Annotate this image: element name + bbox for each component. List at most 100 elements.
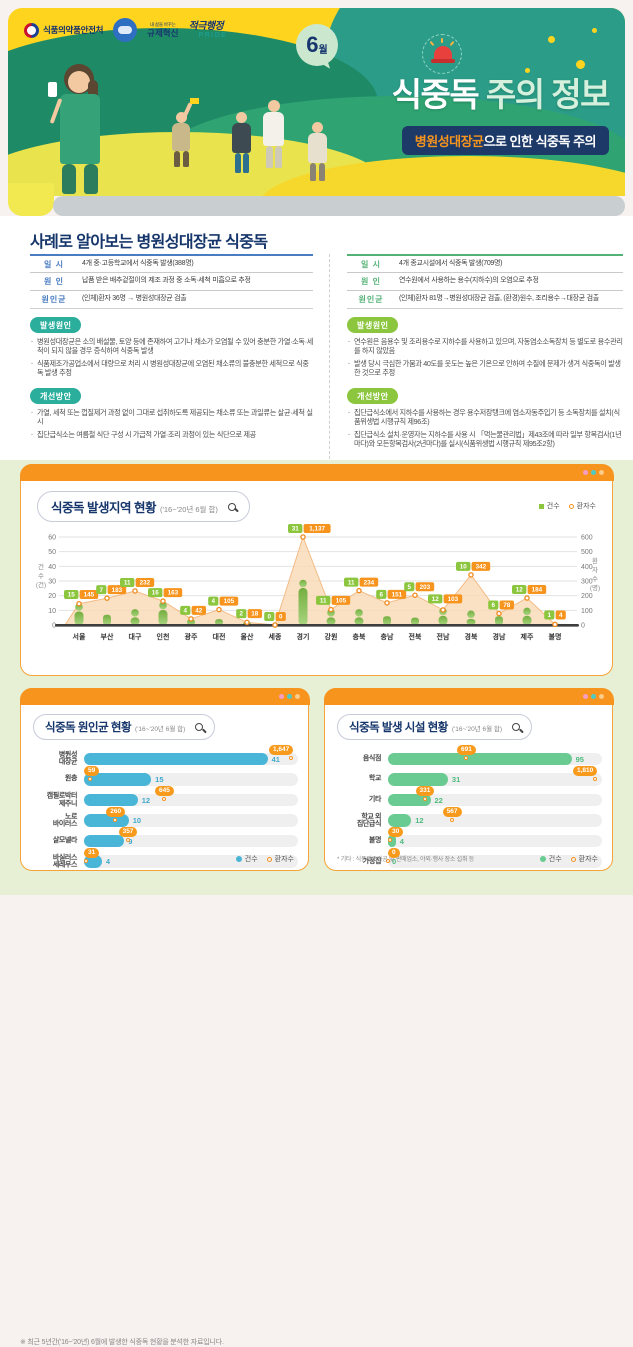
count-bar	[84, 855, 102, 868]
svg-text:대전: 대전	[213, 632, 226, 641]
svg-text:103: 103	[448, 596, 459, 603]
svg-text:1: 1	[548, 612, 552, 619]
facility-chart-legend: 건수 환자수	[539, 854, 598, 864]
svg-text:18: 18	[251, 611, 259, 618]
svg-text:4: 4	[559, 612, 563, 619]
bar-row: 노로 바이러스 10 260	[31, 806, 298, 831]
window-dots-icon	[582, 469, 604, 475]
bullet-item: 연수원은 음용수 및 조리용수로 지하수를 사용하고 있으며, 자동염소소독장치…	[347, 337, 623, 356]
bullet-item: 집단급식소 설치·운영자는 지하수를 사용 시 「먹는물관리법」제43조에 따라…	[347, 430, 623, 449]
facility-chart-card: 식중독 발생 시설 현황 ('16~'20년 6월 합) 음식점 95 691 학교 3…	[323, 687, 614, 872]
decor-dot	[592, 28, 597, 33]
case-column-facility: 일 시 4개 종교시설에서 식중독 발생(709명) 원 인 연수원에서 사용하는 용…	[347, 254, 623, 451]
regulation-badge: 내 삶을 바꾸는 규제혁신	[147, 22, 179, 38]
svg-text:163: 163	[168, 590, 179, 597]
patient-badge: 331	[415, 786, 435, 797]
svg-text:6: 6	[492, 602, 496, 609]
count-bar	[84, 814, 129, 827]
patient-badge: 567	[442, 806, 462, 817]
pathogen-chart-title-pill[interactable]: 식중독 원인균 현황 ('16~'20년 6월 합)	[33, 714, 216, 740]
svg-text:4: 4	[184, 607, 188, 614]
svg-text:200: 200	[581, 593, 593, 600]
svg-text:300: 300	[581, 579, 593, 586]
svg-text:50: 50	[48, 549, 56, 556]
svg-text:12: 12	[516, 587, 524, 594]
svg-text:11: 11	[320, 597, 327, 604]
bar-label: 불명	[368, 837, 381, 845]
count-bar	[84, 773, 152, 786]
count-value: 4	[399, 836, 404, 846]
bar-row: 살모넬라 9 357	[31, 827, 298, 851]
svg-text:0: 0	[52, 623, 56, 630]
case-row-value: (인체)환자 81명→병원성대장균 검출, (환경)원수, 조리용수→대장균 검…	[399, 295, 599, 303]
bar-label: 바실러스 세레우스	[52, 854, 78, 869]
count-bar	[388, 793, 431, 807]
count-legend-icon	[538, 503, 544, 509]
case-section: 사례로 알아보는 병원성대장균 식중독 일 시 4개 중·고등학교에서 식중독 발…	[0, 216, 633, 460]
case-table-row: 원인균 (인체)환자 81명→병원성대장균 검출, (환경)원수, 조리용수→대장…	[347, 290, 623, 308]
count-bar	[388, 752, 572, 765]
patient-badge: 645	[155, 786, 174, 797]
patient-marker	[84, 858, 89, 863]
svg-text:인천: 인천	[157, 632, 170, 641]
count-bar	[84, 793, 138, 807]
case-row-label: 원인균	[358, 295, 384, 304]
svg-text:경북: 경북	[465, 632, 478, 641]
patient-badge: 0	[388, 847, 400, 858]
illustration-hiker	[168, 98, 199, 168]
search-icon[interactable]	[512, 723, 521, 731]
subtitle-banner: 병원성대장균으로 인한 식중독 주의	[401, 126, 609, 155]
svg-text:342: 342	[476, 563, 487, 570]
bullet-list: 연수원은 음용수 및 조리용수로 지하수를 사용하고 있으며, 자동염소소독장치…	[347, 337, 623, 377]
facility-chart-title-pill[interactable]: 식중독 발생 시설 현황 ('16~'20년 6월 합)	[337, 714, 533, 740]
bar-row: 학교 외 집단급식 12 567	[335, 806, 602, 831]
bar-row: 학교 31 1,810	[335, 765, 602, 790]
patient-badge: 31	[84, 847, 100, 858]
count-bar	[84, 834, 125, 848]
search-icon[interactable]	[195, 723, 204, 731]
svg-text:20: 20	[48, 593, 56, 600]
case-row-value: 연수원에서 사용하는 용수(지하수)의 오염으로 추정	[399, 277, 539, 285]
divider-bar	[53, 196, 625, 216]
svg-text:78: 78	[503, 602, 511, 609]
svg-text:500: 500	[581, 549, 593, 556]
logo-row: 식품의약품안전처 내 삶을 바꾸는 규제혁신 적극행정 PRIDE	[24, 18, 227, 42]
bar-track: 4 30	[387, 827, 602, 848]
bar-label: 캠필로박터 제주니	[46, 792, 78, 808]
svg-text:제주: 제주	[521, 632, 534, 641]
case-column-school: 일 시 4개 중·고등학교에서 식중독 발생(388명) 원 인 납품 받은 배추겉절…	[30, 254, 313, 442]
bar-track: 9 357	[84, 827, 298, 848]
case-section-title: 사례로 알아보는 병원성대장균 식중독	[30, 234, 268, 251]
patient-marker	[125, 838, 130, 843]
svg-text:0: 0	[581, 623, 585, 630]
count-bar	[388, 814, 412, 827]
bar-label: 노로 바이러스	[52, 813, 78, 828]
pathogen-chart-legend: 건수 환자수	[235, 854, 294, 864]
search-icon[interactable]	[227, 502, 236, 511]
svg-text:40: 40	[48, 564, 56, 571]
patient-badge: 1,647	[269, 745, 294, 755]
case-table-row: 원 인 연수원에서 사용하는 용수(지하수)의 오염으로 추정	[347, 272, 623, 290]
section-badge: 발생원인	[347, 317, 399, 333]
bar-row: 가정집 0 0	[335, 847, 602, 872]
svg-text:10: 10	[460, 563, 468, 570]
pathogen-chart-card: 식중독 원인균 현황 ('16~'20년 6월 합) 병원성 대장균 41 1,64…	[19, 687, 310, 871]
svg-text:42: 42	[195, 607, 203, 614]
region-chart: 0 10 20 30 40 50 60 0 100 200 300 400 500 600 건 수 (건) 환 자 수…	[29, 517, 606, 673]
patient-marker	[422, 797, 427, 802]
svg-text:건수(건): 건 수 (건)	[36, 562, 46, 589]
svg-text:203: 203	[420, 584, 431, 591]
illustration-hiker	[306, 120, 330, 184]
illustration-hiker	[230, 112, 254, 178]
svg-text:2: 2	[240, 611, 244, 618]
page-footnote: ※ 최근 5년간('16~'20년) 6월에 발생한 식중독 현황을 분석한 자…	[20, 1339, 224, 1346]
svg-text:충북: 충북	[353, 632, 366, 641]
region-chart-title-pill[interactable]: 식중독 발생지역 현황 ('16~'20년 6월 합)	[37, 491, 250, 522]
illustration-woman	[42, 64, 122, 196]
bar-label: 살모넬라	[52, 837, 78, 845]
patient-marker	[162, 797, 167, 802]
count-value: 31	[451, 775, 461, 785]
header-banner: 식품의약품안전처 내 삶을 바꾸는 규제혁신 적극행정 PRIDE 6 월 식중	[8, 8, 625, 196]
region-chart-legend: 건수 환자수	[538, 501, 596, 511]
